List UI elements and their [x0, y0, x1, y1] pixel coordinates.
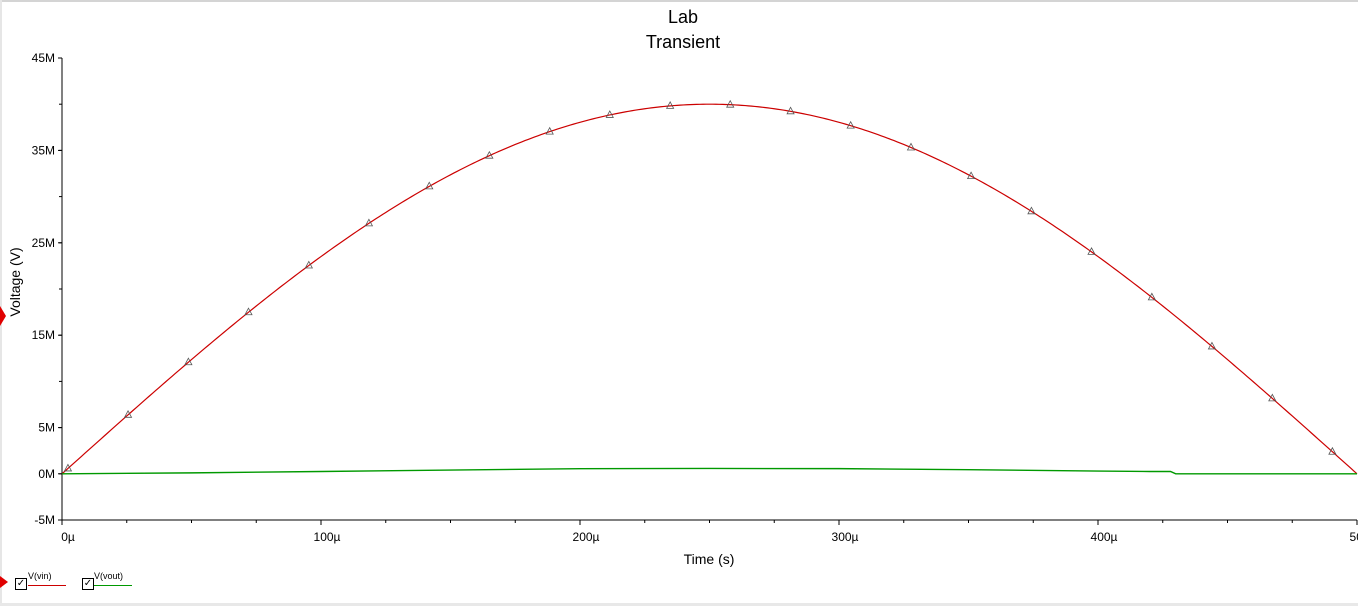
legend-label-vin: V(vin)	[28, 571, 52, 581]
legend-item-vin[interactable]: ✓ V(vin)	[0, 570, 70, 596]
x-tick-label: 400µ	[1091, 530, 1118, 544]
series-marker-vin	[665, 101, 675, 109]
series-marker-vin	[244, 307, 253, 316]
x-tick-label: 300µ	[832, 530, 859, 544]
y-tick-label: 5M	[38, 421, 55, 435]
series-marker-vin	[485, 150, 494, 159]
window-left-border	[0, 0, 2, 606]
y-tick-label: -5M	[34, 513, 55, 527]
chart-subtitle: Transient	[646, 32, 720, 52]
legend-swatch-vin	[28, 585, 66, 586]
series-marker-vin	[184, 357, 193, 366]
series-marker-vin	[304, 260, 313, 269]
legend-label-vout: V(vout)	[94, 571, 124, 581]
series-marker-vin	[63, 463, 73, 472]
y-tick-label: 35M	[32, 143, 55, 157]
series-marker-vin	[1027, 206, 1036, 215]
series-marker-vin	[1268, 393, 1277, 402]
series-marker-vin	[966, 171, 976, 180]
window-bottom-border	[0, 603, 1358, 606]
x-axis-label: Time (s)	[684, 551, 735, 567]
series-line-vin	[61, 103, 1358, 475]
y-axis-label: Voltage (V)	[7, 247, 23, 316]
series-marker-vin	[545, 126, 554, 135]
series-marker-vin	[846, 120, 855, 129]
y-tick-label: 15M	[32, 328, 55, 342]
x-tick-label: 200µ	[573, 530, 600, 544]
y-tick-label: 25M	[32, 236, 55, 250]
y-tick-label: 0M	[38, 467, 55, 481]
series-marker-vin	[605, 110, 614, 118]
x-tick-label: 500µ	[1350, 530, 1358, 544]
series-marker-vin	[1087, 247, 1096, 255]
window-top-border	[0, 0, 1358, 2]
axes: 45M 35M 25M 15M 5M 0M -5M 0µ 100µ 200µ 300µ 400µ 500…	[32, 51, 1358, 544]
series-marker-vin	[1147, 292, 1157, 301]
series-marker-vin	[425, 181, 434, 190]
series-marker-vin	[786, 106, 795, 115]
vout-visibility-checkbox[interactable]: ✓	[82, 578, 94, 590]
legend-swatch-vout	[94, 585, 132, 586]
series-marker-vin	[123, 409, 133, 418]
legend: ✓ V(vin) ✓ V(vout)	[0, 570, 208, 596]
series-layer	[61, 99, 1358, 475]
y-axis-marker-icon[interactable]	[0, 306, 6, 326]
series-marker-vin	[364, 218, 374, 227]
series-marker-vin	[906, 142, 916, 151]
legend-item-vout[interactable]: ✓ V(vout)	[81, 570, 143, 596]
y-tick-label: 45M	[32, 51, 55, 65]
series-marker-vin	[1328, 446, 1337, 455]
x-tick-label: 100µ	[314, 530, 341, 544]
series-marker-vin	[1207, 341, 1217, 350]
series-line-vout	[61, 467, 1357, 475]
series-marker-vin	[726, 99, 735, 108]
vin-visibility-checkbox[interactable]: ✓	[15, 578, 27, 590]
active-trace-marker-icon	[0, 576, 8, 588]
x-tick-label: 0µ	[61, 530, 75, 544]
chart-title: Lab	[668, 7, 698, 27]
